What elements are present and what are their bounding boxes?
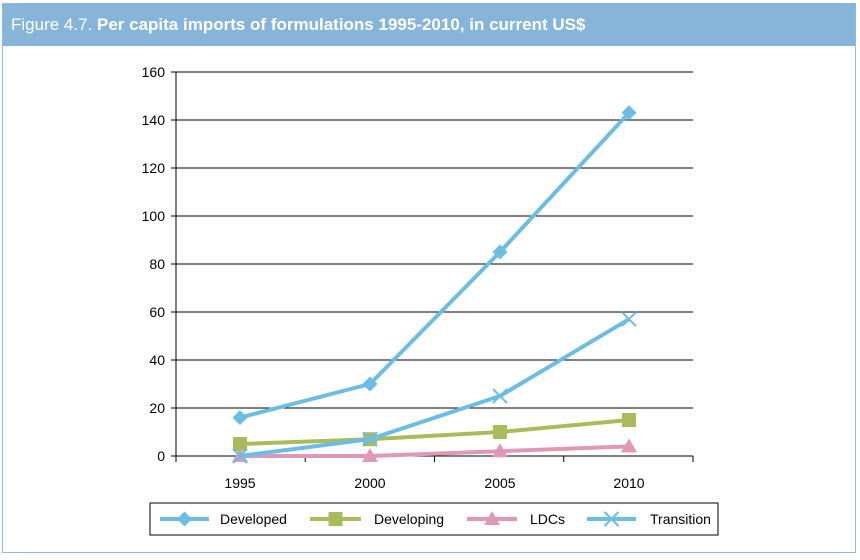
data-point — [621, 438, 637, 453]
x-tick-label: 2005 — [484, 475, 515, 491]
legend-item-transition: Transition — [587, 511, 711, 527]
legend-swatch-marker — [177, 511, 192, 527]
legend-swatch-marker — [328, 512, 343, 526]
series-lines — [232, 105, 637, 464]
marker-x-stroke — [492, 388, 508, 404]
legend-item-ldcs: LDCs — [467, 511, 565, 527]
y-tick-label: 120 — [142, 160, 166, 176]
legend-item-developed: Developed — [160, 511, 287, 527]
figure-label: Figure 4.7. — [11, 15, 93, 34]
figure-header: Figure 4.7. Per capita imports of formul… — [3, 4, 855, 46]
y-tick-label: 80 — [149, 256, 165, 272]
marker-x-stroke — [232, 448, 248, 464]
series-line — [240, 444, 630, 458]
series-line — [239, 418, 630, 446]
data-point — [493, 425, 507, 439]
data-point — [232, 410, 248, 426]
y-tick-label: 60 — [149, 304, 165, 320]
y-tick-label: 140 — [142, 112, 166, 128]
y-tick-label: 100 — [142, 208, 166, 224]
series-ldcs — [232, 438, 637, 462]
x-tick-label: 2000 — [354, 475, 385, 491]
series-line — [239, 317, 631, 458]
data-point — [622, 413, 636, 427]
figure-title: Per capita imports of formulations 1995-… — [97, 15, 586, 34]
series-line — [239, 111, 631, 420]
y-tick-label: 20 — [149, 400, 165, 416]
x-tick-label: 1995 — [224, 475, 255, 491]
series-developed — [232, 105, 637, 426]
axes: 0 20 40 60 80 100 120 140 160 1995 2000 2005 2010 — [142, 64, 694, 491]
legend: Developed Developing LDCs Transition — [149, 502, 719, 536]
legend-swatch-marker — [484, 511, 500, 525]
data-point — [492, 388, 508, 404]
marker-x-stroke — [603, 511, 620, 527]
data-point — [362, 448, 378, 462]
data-point — [362, 431, 378, 447]
legend-label: Developed — [220, 511, 287, 527]
y-tick-label: 40 — [149, 352, 165, 368]
x-tick-label: 2010 — [613, 475, 644, 491]
marker-x-stroke — [362, 431, 378, 447]
data-point — [492, 443, 508, 458]
data-point — [621, 311, 637, 327]
legend-label: LDCs — [530, 511, 565, 527]
data-point — [232, 448, 248, 464]
data-point — [362, 376, 378, 392]
series-transition — [232, 311, 637, 464]
legend-label: Developing — [374, 511, 444, 527]
legend-swatch-marker — [603, 511, 620, 527]
data-point — [492, 244, 508, 260]
data-point — [621, 105, 637, 121]
marker-x-stroke — [621, 311, 637, 327]
y-tick-label: 0 — [157, 448, 165, 464]
figure-frame: Figure 4.7. Per capita imports of formul… — [2, 3, 856, 553]
y-tick-label: 160 — [142, 64, 166, 80]
legend-item-developing: Developing — [310, 511, 444, 527]
data-point — [233, 437, 247, 451]
legend-label: Transition — [650, 511, 711, 527]
